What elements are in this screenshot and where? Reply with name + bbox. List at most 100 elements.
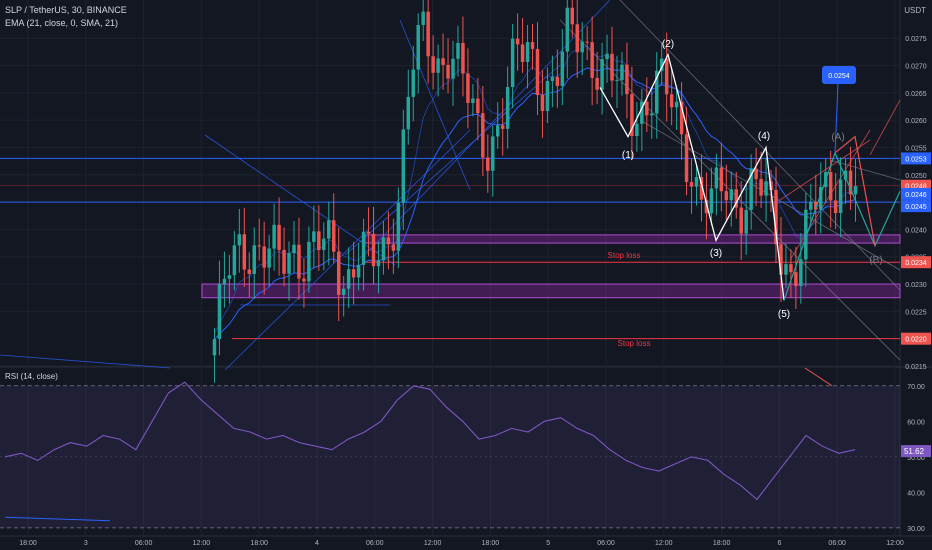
- target-badge[interactable]: 0.0254: [822, 66, 856, 84]
- candle-body: [222, 278, 227, 284]
- price-axis[interactable]: 0.0275 0.0270 0.0265 0.0260 0.0255 0.0250 0.02…: [901, 36, 931, 371]
- time-tick-label: 4: [315, 540, 319, 547]
- candle-body: [500, 125, 505, 129]
- time-tick-label: 18:00: [250, 540, 268, 547]
- time-axis[interactable]: 18:00 3 06:00 12:00 18:00 4 06:00 12:00 18:00 5 06…: [19, 540, 904, 547]
- candle-body: [630, 94, 634, 137]
- demand-zone: [364, 234, 901, 244]
- elliott-wave-path: [599, 52, 785, 301]
- ema-lines: [214, 45, 856, 340]
- price-tick-label: 0.0225: [905, 309, 927, 316]
- candle-body: [441, 58, 445, 65]
- price-badge-text: 0.0245: [905, 204, 927, 211]
- candle-body: [679, 101, 684, 135]
- candle-body: [471, 98, 475, 103]
- price-badge: [901, 200, 931, 213]
- candle-body: [694, 177, 699, 187]
- wave-label: (1): [622, 150, 634, 161]
- candle-body: [510, 38, 515, 88]
- candle-body: [495, 125, 500, 137]
- time-tick-label: 6: [777, 540, 781, 547]
- candle-body: [406, 96, 411, 130]
- candle-body: [282, 249, 286, 274]
- price-tick-label: 0.0250: [905, 173, 927, 180]
- candle-body: [650, 113, 654, 116]
- horizontal-levels: [0, 157, 900, 340]
- time-tick-label: 12:00: [193, 540, 211, 547]
- candle-body: [416, 25, 420, 70]
- candle-body: [540, 95, 545, 112]
- wave-labels: (1) (2) (3) (4) (5) (A) (B): [622, 39, 883, 320]
- candle-body: [292, 244, 296, 254]
- candle-body: [749, 168, 753, 210]
- candle-body: [759, 179, 763, 196]
- time-tick-label: 18:00: [713, 540, 731, 547]
- candle-body: [247, 269, 252, 274]
- symbol-title[interactable]: SLP / TetherUS, 30, BINANCE: [5, 5, 127, 15]
- time-tick-label: 12:00: [655, 540, 673, 547]
- price-tick-label: 0.0265: [905, 91, 927, 98]
- candle-body: [590, 42, 594, 78]
- price-tick-label: 0.0260: [905, 118, 927, 125]
- rsi-trend-line: [804, 367, 833, 387]
- time-tick-label: 06:00: [366, 540, 384, 547]
- candle-body: [620, 64, 624, 80]
- candle-body: [336, 251, 341, 295]
- candle-body: [486, 157, 490, 171]
- price-tick-label: 0.0270: [905, 64, 927, 71]
- candle-body: [714, 167, 719, 189]
- candle-body: [396, 202, 401, 251]
- candle-body: [575, 24, 579, 53]
- price-badge-text: 0.0253: [905, 156, 927, 163]
- trend-line: [829, 159, 901, 181]
- trend-line: [224, 129, 471, 371]
- candle-body: [287, 253, 291, 274]
- candle-body: [476, 98, 480, 114]
- price-badge: [901, 152, 931, 165]
- candle-body: [366, 231, 371, 234]
- ema-indicator-label[interactable]: EMA (21, close, 0, SMA, 21): [5, 18, 119, 28]
- candlesticks: [212, 0, 858, 383]
- trend-line: [869, 99, 901, 156]
- candle-body: [535, 48, 540, 96]
- candle-body: [426, 11, 430, 57]
- price-badge: [901, 256, 931, 269]
- candle-body: [600, 59, 604, 90]
- candle-body: [555, 76, 560, 86]
- candle-body: [704, 199, 709, 214]
- candle-body: [252, 245, 256, 274]
- rsi-pane[interactable]: 70.00 60.00 50.00 40.00 30.00 51.62: [0, 367, 931, 533]
- candle-body: [689, 182, 694, 187]
- candle-body: [386, 237, 391, 245]
- price-badge: [901, 332, 931, 345]
- candle-body: [729, 189, 734, 201]
- rsi-line: [4, 381, 856, 501]
- candle-body: [361, 231, 366, 265]
- rsi-value-badge: [901, 445, 931, 458]
- rsi-label[interactable]: RSI (14, close): [5, 372, 58, 381]
- rsi-tick-label: 50.00: [907, 455, 925, 462]
- candle-body: [391, 244, 396, 251]
- candle-body: [466, 73, 470, 103]
- candle-body: [232, 245, 237, 276]
- price-badge-text: 0.0220: [905, 337, 927, 344]
- candle-body: [322, 238, 326, 251]
- rsi-tick-label: 30.00: [907, 526, 925, 533]
- trend-line: [344, 64, 561, 256]
- candle-body: [605, 53, 609, 60]
- candle-body: [451, 58, 455, 79]
- candle-body: [227, 275, 232, 279]
- candle-body: [411, 69, 415, 97]
- candle-body: [674, 101, 679, 108]
- time-tick-label: 5: [546, 540, 550, 547]
- candle-body: [784, 264, 788, 275]
- trend-line: [0, 354, 171, 369]
- rsi-value-badge-text: 51.62: [904, 447, 925, 456]
- candle-body: [262, 246, 266, 268]
- candle-body: [341, 288, 346, 295]
- candle-body: [565, 7, 570, 52]
- candle-body: [376, 260, 381, 267]
- wave-label: (A): [831, 132, 844, 143]
- wave-label: (B): [869, 255, 882, 266]
